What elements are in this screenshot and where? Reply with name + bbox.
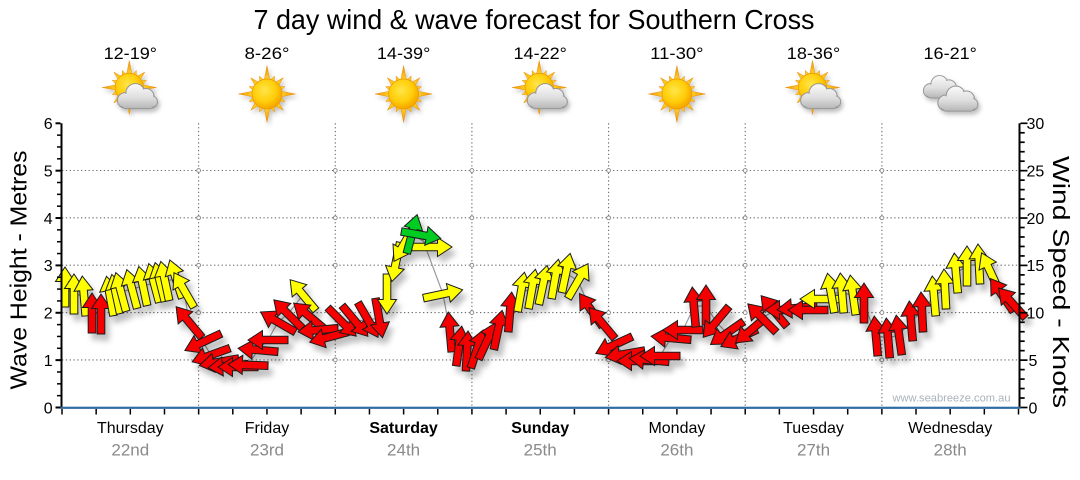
- svg-text:0: 0: [44, 400, 53, 417]
- svg-text:12-19°: 12-19°: [104, 44, 157, 63]
- svg-text:26th: 26th: [660, 441, 693, 460]
- svg-text:5: 5: [44, 164, 53, 181]
- svg-text:28th: 28th: [934, 441, 967, 460]
- svg-text:4: 4: [44, 211, 53, 228]
- svg-text:Friday: Friday: [245, 420, 289, 437]
- svg-text:20: 20: [1027, 211, 1045, 228]
- svg-text:Monday: Monday: [648, 420, 705, 437]
- svg-text:6: 6: [44, 116, 53, 133]
- svg-text:10: 10: [1027, 306, 1045, 323]
- svg-text:16-21°: 16-21°: [924, 44, 977, 63]
- svg-text:30: 30: [1027, 116, 1045, 133]
- svg-text:7 day wind & wave forecast for: 7 day wind & wave forecast for Southern …: [254, 4, 815, 35]
- svg-text:2: 2: [44, 306, 53, 323]
- svg-text:Wednesday: Wednesday: [908, 420, 992, 437]
- svg-text:27th: 27th: [797, 441, 830, 460]
- svg-text:15: 15: [1027, 258, 1045, 275]
- svg-text:0: 0: [1029, 400, 1038, 417]
- svg-text:Sunday: Sunday: [511, 420, 569, 437]
- svg-text:8-26°: 8-26°: [245, 44, 290, 63]
- svg-text:24th: 24th: [387, 441, 420, 460]
- svg-text:11-30°: 11-30°: [650, 44, 703, 63]
- svg-text:www.seabreeze.com.au: www.seabreeze.com.au: [891, 393, 1010, 405]
- svg-text:Saturday: Saturday: [369, 420, 438, 437]
- svg-text:25th: 25th: [524, 441, 557, 460]
- svg-text:23rd: 23rd: [250, 441, 284, 460]
- svg-text:Tuesday: Tuesday: [783, 420, 844, 437]
- svg-text:22nd: 22nd: [111, 441, 149, 460]
- svg-text:14-39°: 14-39°: [377, 44, 430, 63]
- svg-text:Wave Height - Metres: Wave Height - Metres: [6, 151, 32, 390]
- svg-text:Wind Speed - Knots: Wind Speed - Knots: [1048, 156, 1074, 408]
- svg-text:25: 25: [1027, 164, 1045, 181]
- svg-text:18-36°: 18-36°: [787, 44, 840, 63]
- svg-text:1: 1: [44, 353, 53, 370]
- svg-text:5: 5: [1029, 353, 1038, 370]
- svg-text:14-22°: 14-22°: [514, 44, 567, 63]
- svg-text:Thursday: Thursday: [97, 420, 164, 437]
- svg-text:3: 3: [44, 258, 53, 275]
